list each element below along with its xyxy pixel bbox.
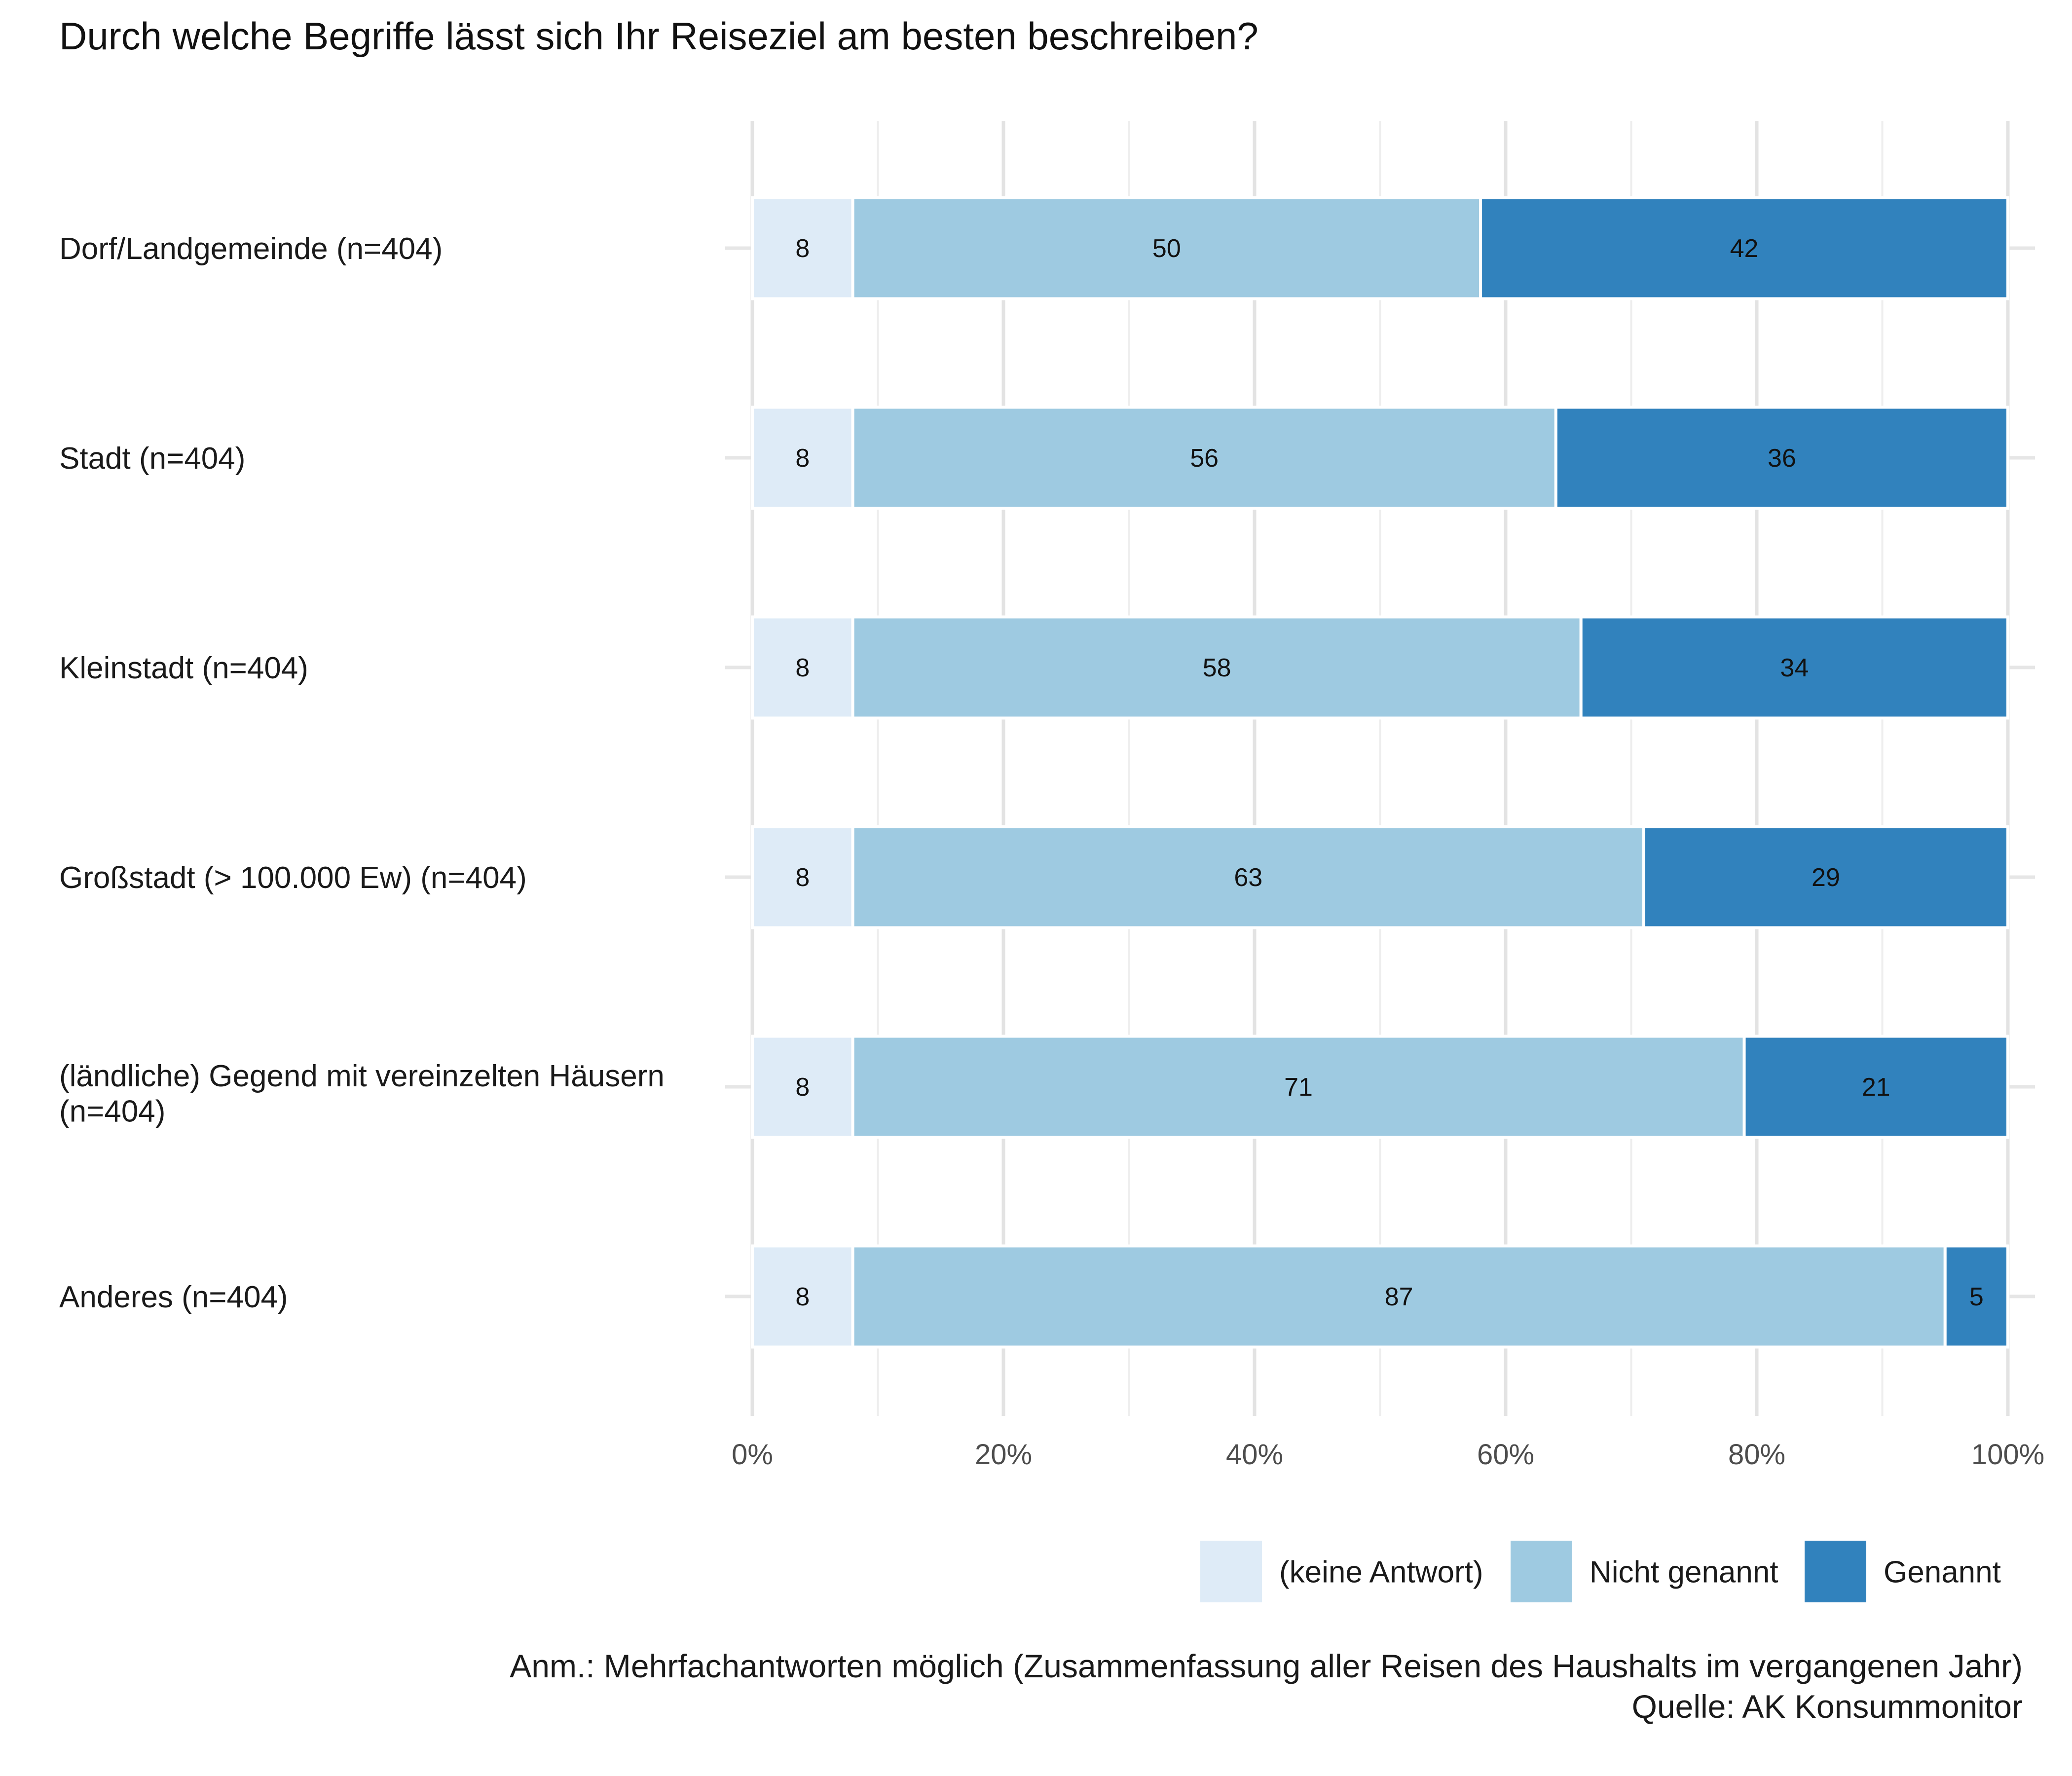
x-axis: 0% 20% 40% 60% 80% 100% — [732, 1439, 2044, 1471]
bar-value-label: 36 — [1768, 444, 1796, 473]
bar-value-label: 8 — [795, 1283, 810, 1311]
category-label-line: Stadt (n=404) — [59, 442, 245, 476]
bar-segment — [851, 406, 1557, 510]
legend-label: Genannt — [1884, 1555, 2001, 1590]
bar-segment — [851, 615, 1583, 720]
bar-value-label: 29 — [1812, 863, 1840, 892]
category-label-line: Dorf/Landgemeinde (n=404) — [59, 232, 443, 266]
bar-segment — [1579, 615, 2009, 720]
bar-segment — [1742, 1035, 2010, 1139]
bar-segment — [1479, 196, 2010, 300]
category-label-line: Anderes (n=404) — [59, 1280, 288, 1314]
bar-segment — [1943, 1244, 2009, 1349]
x-tick-label: 80% — [1728, 1439, 1785, 1471]
bar-segment — [851, 825, 1645, 929]
x-tick-label: 100% — [1971, 1439, 2044, 1471]
caption-source: Quelle: AK Konsummonitor — [1632, 1688, 2023, 1725]
bar-value-label: 56 — [1190, 444, 1219, 473]
bar-value-label: 34 — [1780, 654, 1809, 682]
legend-swatch — [1511, 1541, 1572, 1602]
bar-value-label: 8 — [795, 1073, 810, 1102]
legend-label: Nicht genannt — [1590, 1555, 1778, 1590]
x-tick-label: 40% — [1226, 1439, 1283, 1471]
bar-segment — [851, 196, 1482, 300]
caption: Anm.: Mehrfachantworten möglich (Zusamme… — [510, 1648, 2023, 1725]
bar-value-label: 8 — [795, 444, 810, 473]
bar-segment — [1642, 825, 2009, 929]
bar-value-label: 21 — [1862, 1073, 1890, 1102]
bar-segment — [851, 1035, 1746, 1139]
category-labels: Dorf/Landgemeinde (n=404) Stadt (n=404) Kl… — [59, 232, 665, 1314]
legend-swatch — [1805, 1541, 1866, 1602]
legend: (keine Antwort) Nicht genannt Genannt — [1200, 1541, 2001, 1602]
bar-segment — [751, 1035, 854, 1139]
bar-segment — [751, 615, 854, 720]
category-label: Anderes (n=404) — [59, 1280, 288, 1314]
category-label-line: Großstadt (> 100.000 Ew) (n=404) — [59, 861, 527, 895]
bar-segment — [751, 1244, 854, 1349]
x-tick-label: 60% — [1477, 1439, 1534, 1471]
legend-label: (keine Antwort) — [1279, 1555, 1483, 1590]
category-label: Großstadt (> 100.000 Ew) (n=404) — [59, 861, 527, 895]
x-tick-label: 0% — [732, 1439, 773, 1471]
category-label: Stadt (n=404) — [59, 442, 245, 476]
category-label-line: Kleinstadt (n=404) — [59, 651, 308, 685]
category-label: Kleinstadt (n=404) — [59, 651, 308, 685]
category-label-line: (n=404) — [59, 1094, 165, 1128]
bar-value-label: 42 — [1730, 234, 1759, 263]
category-label: (ländliche) Gegend mit vereinzelten Häus… — [59, 1059, 665, 1128]
bar-value-label: 71 — [1284, 1073, 1313, 1102]
category-label-line: (ländliche) Gegend mit vereinzelten Häus… — [59, 1059, 665, 1093]
bar-segment — [751, 825, 854, 929]
legend-swatch — [1200, 1541, 1262, 1602]
bar-value-label: 87 — [1385, 1283, 1413, 1311]
bar-value-label: 5 — [1969, 1283, 1984, 1311]
bar-value-label: 58 — [1203, 654, 1231, 682]
bars: 8 50 42 8 56 36 8 58 34 8 63 29 8 71 21 8 87 5 — [751, 196, 2010, 1349]
bar-segment — [751, 406, 854, 510]
bar-value-label: 8 — [795, 234, 810, 263]
bar-value-label: 8 — [795, 863, 810, 892]
bar-value-label: 63 — [1234, 863, 1262, 892]
x-tick-label: 20% — [975, 1439, 1032, 1471]
chart-title: Durch welche Begriffe lässt sich Ihr Rei… — [59, 14, 1258, 58]
bar-segment — [1554, 406, 2010, 510]
bar-segment — [751, 196, 854, 300]
bar-value-label: 8 — [795, 654, 810, 682]
category-label: Dorf/Landgemeinde (n=404) — [59, 232, 443, 266]
caption-note: Anm.: Mehrfachantworten möglich (Zusamme… — [510, 1648, 2023, 1684]
bar-value-label: 50 — [1152, 234, 1181, 263]
